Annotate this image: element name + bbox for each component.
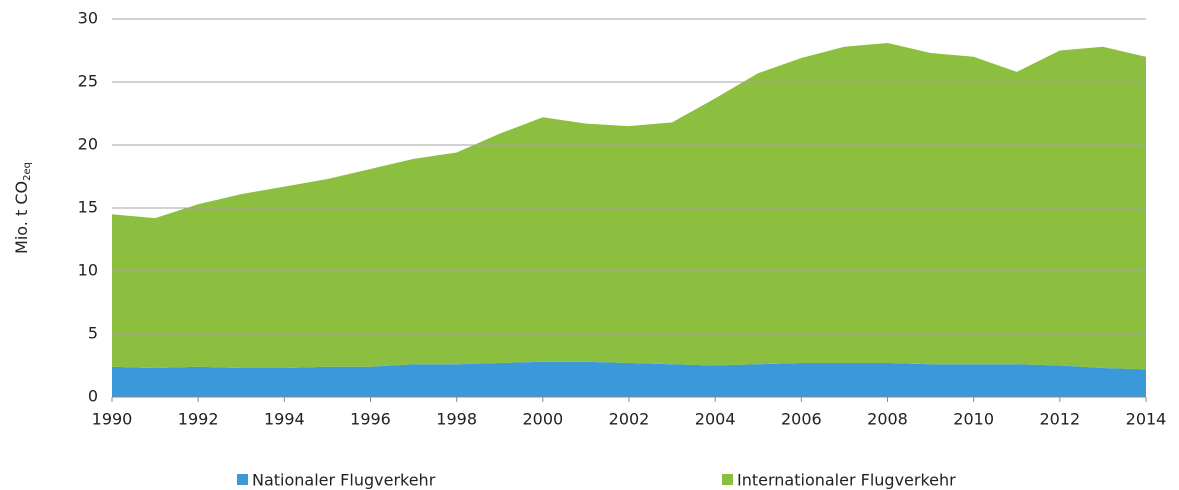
y-label-main: Mio. t CO — [12, 181, 31, 254]
x-tick-label: 1996 — [350, 410, 391, 429]
x-tick-label: 2004 — [695, 410, 736, 429]
y-label-subscript: 2eq — [22, 162, 33, 181]
legend-label: Nationaler Flugverkehr — [252, 471, 436, 490]
x-tick-label: 2010 — [953, 410, 994, 429]
x-tick-label: 2006 — [781, 410, 822, 429]
legend-swatch — [237, 474, 248, 485]
x-tick-label: 1990 — [92, 410, 133, 429]
legend-swatch — [722, 474, 733, 485]
x-tick-label: 2000 — [522, 410, 563, 429]
x-tick-label: 2008 — [867, 410, 908, 429]
y-tick-label: 25 — [78, 72, 98, 91]
x-tick-label: 2012 — [1039, 410, 1080, 429]
area — [112, 361, 1146, 397]
x-tick-label: 1998 — [436, 410, 477, 429]
x-tick-label: 1992 — [178, 410, 219, 429]
y-tick-label: 15 — [78, 198, 98, 217]
y-tick-label: 5 — [88, 324, 98, 343]
x-tick-label: 2002 — [609, 410, 650, 429]
legend-label: Internationaler Flugverkehr — [737, 471, 956, 490]
x-tick-label: 1994 — [264, 410, 305, 429]
y-tick-label: 0 — [88, 387, 98, 406]
y-axis-label: Mio. t CO2eq — [12, 162, 34, 254]
y-tick-label: 30 — [78, 9, 98, 28]
area — [112, 42, 1146, 370]
y-tick-label: 10 — [78, 261, 98, 280]
x-tick-label: 2014 — [1126, 410, 1167, 429]
y-tick-label: 20 — [78, 135, 98, 154]
